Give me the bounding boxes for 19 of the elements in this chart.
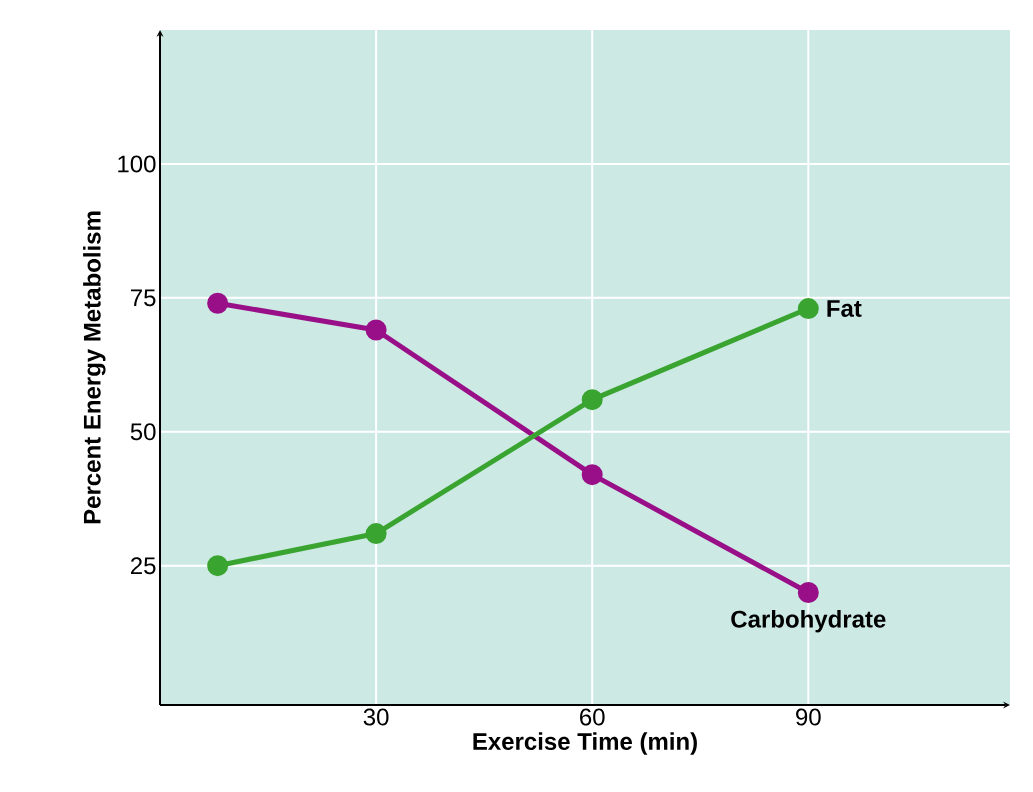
point	[797, 581, 819, 603]
x-tick-label: 30	[363, 708, 389, 726]
point	[797, 298, 819, 320]
series-label: Carbohydrate	[731, 610, 886, 633]
x-tick-label: 60	[580, 708, 605, 726]
y-tick-label: 75	[131, 289, 156, 307]
y-tick-label: 100	[118, 155, 156, 173]
point	[365, 523, 387, 545]
point	[581, 464, 603, 486]
point	[207, 292, 229, 314]
x-tick-label: 90	[796, 708, 821, 726]
y-tick-label: 25	[130, 557, 156, 575]
point	[581, 389, 603, 411]
point	[365, 319, 387, 341]
series-label: Fat	[827, 300, 862, 317]
x-axis-title: Exercise Time (min)	[473, 732, 697, 755]
point	[207, 555, 229, 577]
y-tick-label: 50	[130, 423, 156, 441]
y-axis-title: Percent Energy Metabolism	[83, 211, 106, 524]
